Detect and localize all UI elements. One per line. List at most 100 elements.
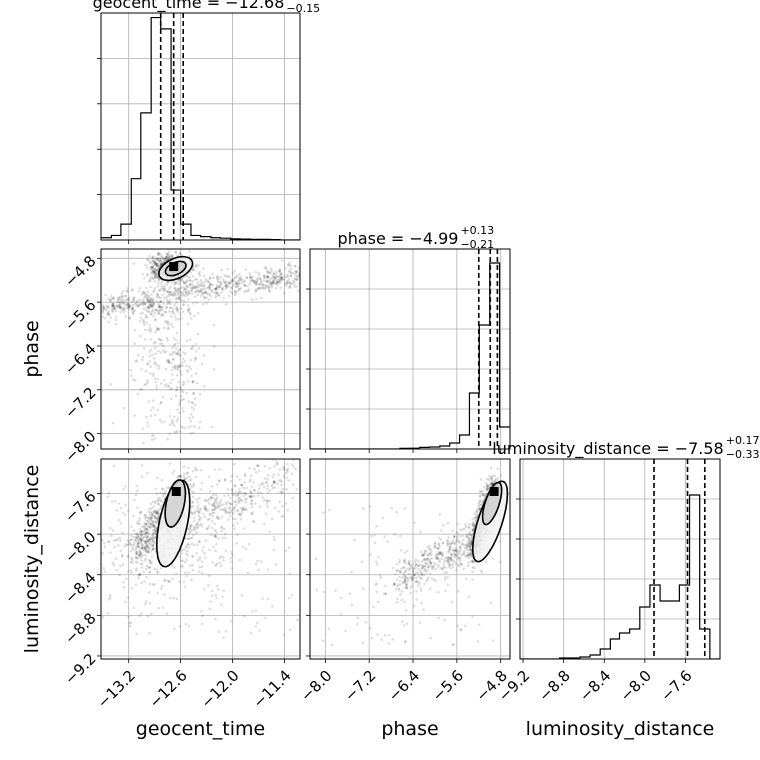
sample-point	[158, 260, 161, 264]
sample-point	[121, 511, 125, 515]
sample-point	[472, 522, 475, 526]
sample-point	[209, 600, 212, 603]
sample-point	[224, 509, 227, 513]
sample-point	[141, 543, 144, 547]
sample-point	[149, 298, 153, 301]
sample-point	[149, 522, 153, 526]
sample-point	[267, 285, 271, 288]
sample-point	[257, 629, 261, 632]
title-text: geocent_time = −12.68	[93, 0, 285, 13]
sample-point	[174, 367, 178, 371]
sample-point	[185, 552, 188, 556]
sample-point	[402, 623, 406, 627]
sample-point	[119, 564, 122, 568]
sample-point	[180, 565, 184, 569]
sample-point	[106, 311, 110, 315]
sample-point	[405, 587, 408, 590]
sample-point	[146, 545, 150, 549]
sample-point	[464, 535, 468, 538]
sample-point	[286, 273, 289, 277]
sample-point	[150, 408, 153, 412]
sample-point	[275, 275, 278, 279]
sample-point	[138, 614, 141, 618]
sample-point	[297, 274, 300, 278]
sample-point	[162, 326, 166, 330]
sample-point	[165, 319, 169, 323]
sample-point	[122, 406, 126, 410]
sample-point	[148, 520, 151, 524]
sample-point	[153, 275, 157, 278]
sample-point	[440, 552, 443, 556]
sample-point	[160, 313, 164, 316]
sample-point	[269, 282, 273, 285]
sample-point	[350, 603, 354, 607]
sample-point	[185, 292, 188, 295]
sample-point	[289, 274, 293, 277]
sample-point	[144, 528, 147, 532]
sample-point	[222, 636, 225, 639]
sample-point	[182, 286, 186, 290]
sample-point	[426, 565, 430, 569]
sample-point	[191, 415, 195, 419]
sample-point	[147, 299, 150, 302]
sample-point	[254, 471, 258, 474]
sample-point	[239, 517, 243, 521]
sample-point	[101, 538, 104, 542]
sample-point	[177, 352, 180, 355]
sample-point	[168, 432, 172, 436]
sample-point	[199, 284, 203, 288]
sample-point	[150, 522, 153, 526]
sample-point	[121, 308, 124, 312]
sample-point	[273, 480, 277, 484]
sample-point	[169, 290, 172, 294]
sample-point	[266, 275, 270, 279]
sample-point	[229, 286, 233, 289]
sample-point	[148, 548, 151, 551]
sample-point	[217, 517, 221, 520]
sample-point	[214, 497, 218, 501]
sample-point	[265, 481, 268, 484]
sample-point	[185, 364, 188, 368]
sample-point	[400, 576, 404, 579]
sample-point	[187, 292, 191, 296]
sample-point	[230, 553, 234, 556]
sample-point	[177, 287, 181, 291]
sample-point	[179, 354, 182, 357]
sample-point	[238, 490, 242, 494]
sample-point	[276, 280, 279, 284]
sample-point	[139, 551, 143, 555]
sample-point	[131, 312, 135, 316]
sample-point	[106, 495, 110, 499]
sample-point	[221, 286, 225, 290]
sample-point	[253, 281, 257, 285]
sample-point	[144, 557, 148, 560]
sample-point	[210, 283, 213, 286]
sample-point	[149, 265, 153, 269]
sample-point	[278, 268, 282, 271]
sample-point	[250, 505, 254, 509]
sample-point	[146, 305, 149, 309]
sample-point	[134, 539, 138, 543]
sample-point	[182, 580, 186, 584]
sample-point	[426, 546, 430, 549]
sample-point	[266, 276, 270, 280]
sample-point	[204, 556, 207, 559]
sample-point	[459, 556, 462, 560]
sample-point	[151, 399, 155, 403]
sample-point	[471, 521, 475, 524]
sample-point	[145, 535, 148, 539]
sample-point	[143, 539, 146, 543]
sample-point	[267, 285, 270, 289]
sample-point	[186, 537, 190, 540]
sample-point	[153, 377, 157, 380]
sample-point	[224, 286, 228, 289]
sample-point	[470, 548, 473, 552]
sample-point	[440, 529, 443, 532]
sample-point	[183, 477, 186, 481]
sample-point	[172, 365, 175, 369]
sample-point	[157, 337, 161, 341]
sample-point	[469, 548, 473, 551]
sample-point	[191, 274, 195, 278]
sample-point	[147, 306, 150, 310]
sample-point	[148, 268, 152, 271]
